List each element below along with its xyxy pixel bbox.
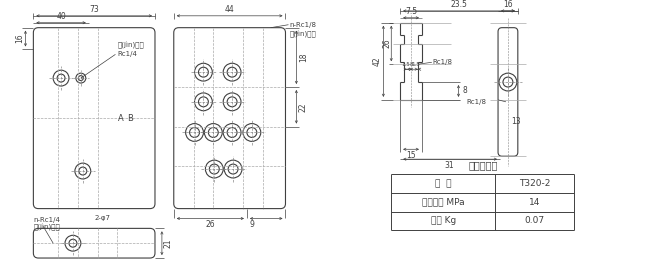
Text: 1.5: 1.5 — [402, 62, 411, 67]
Text: 14: 14 — [529, 198, 540, 207]
Text: 型  号: 型 号 — [435, 179, 451, 188]
Text: 16: 16 — [15, 34, 24, 43]
Text: n-Rc1/4: n-Rc1/4 — [33, 217, 60, 223]
Text: 16: 16 — [503, 1, 513, 9]
Text: A: A — [117, 114, 123, 123]
Text: 44: 44 — [225, 5, 234, 14]
Text: 15: 15 — [406, 151, 416, 160]
Text: B: B — [127, 114, 133, 123]
Text: 進(jìn)油口: 進(jìn)油口 — [33, 224, 60, 231]
Text: 26: 26 — [206, 220, 215, 229]
Text: 集成块参数: 集成块参数 — [468, 160, 497, 170]
Text: 26: 26 — [383, 39, 392, 48]
Text: 23.5: 23.5 — [451, 1, 468, 9]
Text: Rc1/4: Rc1/4 — [117, 51, 138, 57]
Text: 31: 31 — [444, 161, 454, 170]
Text: Rc1/8: Rc1/8 — [466, 99, 486, 105]
Text: 2-φ7: 2-φ7 — [94, 216, 111, 222]
Text: 18: 18 — [299, 52, 308, 62]
Text: 13: 13 — [511, 117, 521, 126]
Text: 0.07: 0.07 — [525, 216, 545, 226]
Text: T320-2: T320-2 — [519, 179, 550, 188]
Text: Rc1/8: Rc1/8 — [433, 59, 453, 65]
Text: 進(jìn)油口: 進(jìn)油口 — [117, 42, 144, 49]
Text: 1.5: 1.5 — [411, 62, 421, 67]
Text: 40: 40 — [56, 12, 66, 21]
Text: 公称压力 MPa: 公称压力 MPa — [422, 198, 464, 207]
Text: n-Rc1/8: n-Rc1/8 — [290, 22, 316, 28]
Text: 8: 8 — [409, 62, 413, 67]
Text: 21: 21 — [163, 239, 172, 248]
Text: 42: 42 — [373, 56, 382, 66]
Text: 22: 22 — [299, 102, 308, 111]
Text: 重量 Kg: 重量 Kg — [430, 216, 456, 226]
Text: 9: 9 — [250, 220, 255, 229]
Text: 73: 73 — [89, 5, 99, 14]
Text: 7.5: 7.5 — [405, 7, 417, 16]
Text: 8: 8 — [462, 86, 467, 96]
Text: 進(jìn)油口: 進(jìn)油口 — [290, 31, 316, 38]
